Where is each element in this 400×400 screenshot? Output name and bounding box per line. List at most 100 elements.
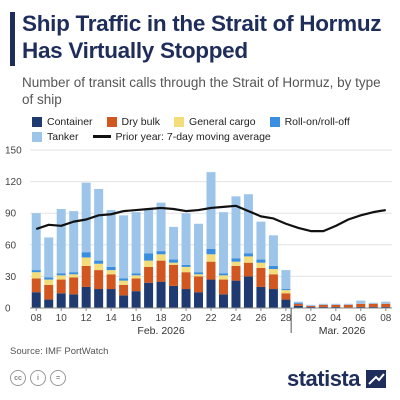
x-tick-label: 12: [81, 313, 93, 324]
x-tick-label: 24: [230, 313, 242, 324]
x-tick-label: 22: [205, 313, 217, 324]
bar-segment-dry-bulk: [169, 264, 179, 286]
legend-label-container: Container: [47, 115, 93, 128]
legend-item-container: Container: [32, 116, 93, 128]
legend-label-prior-year: Prior year: 7-day moving average: [115, 130, 271, 143]
bar-segment-dry-bulk: [268, 274, 278, 290]
creative-commons-icon[interactable]: cc: [10, 370, 26, 386]
bar-segment-container: [318, 306, 328, 308]
bar-segment-tanker: [268, 235, 278, 266]
bar-segment-container: [293, 305, 303, 308]
bar-segment-tanker: [356, 300, 366, 304]
bar-segment-roll-on-roll-off: [131, 273, 141, 276]
bar-segment-tanker: [306, 304, 316, 306]
legend-label-roro: Roll-on/roll-off: [284, 115, 350, 128]
y-tick-label: 0: [5, 304, 11, 315]
bar-segment-container: [243, 276, 253, 308]
statista-logo[interactable]: statista: [287, 366, 386, 392]
bar-segment-container: [81, 286, 91, 308]
bar-segment-general-cargo: [69, 274, 79, 278]
source-note: Source: IMF PortWatch: [10, 346, 109, 357]
bar-segment-container: [106, 289, 116, 308]
x-tick-label: 26: [255, 313, 267, 324]
bar-segment-tanker: [206, 172, 216, 250]
x-tick-label: 14: [106, 313, 118, 324]
legend-swatch-roro: [269, 116, 280, 127]
y-tick-label: 150: [5, 146, 22, 157]
bar-segment-container: [31, 292, 41, 308]
bar-segment-general-cargo: [106, 270, 116, 275]
bar-segment-roll-on-roll-off: [106, 266, 116, 271]
legend-item-general-cargo: General cargo: [174, 116, 256, 128]
bar-segment-tanker: [44, 237, 54, 278]
legend-item-prior-year: Prior year: 7-day moving average: [92, 130, 271, 143]
bar-segment-general-cargo: [181, 266, 191, 273]
bar-segment-general-cargo: [218, 275, 228, 280]
x-tick-label: 18: [156, 313, 168, 324]
legend: Container Dry bulk General cargo Roll-on…: [32, 114, 392, 144]
bar-segment-roll-on-roll-off: [44, 277, 54, 280]
bar-segment-roll-on-roll-off: [206, 249, 216, 255]
bar-segment-container: [181, 289, 191, 308]
x-tick-label: 16: [131, 313, 143, 324]
bar-segment-roll-on-roll-off: [218, 273, 228, 276]
x-tick-label: 06: [355, 313, 367, 324]
bar-segment-roll-on-roll-off: [56, 273, 66, 276]
bar-segment-container: [256, 286, 266, 308]
bar-segment-general-cargo: [231, 261, 241, 266]
bar-segment-dry-bulk: [144, 266, 154, 283]
bar-segment-tanker: [381, 301, 391, 304]
bar-segment-roll-on-roll-off: [281, 289, 291, 291]
bar-segment-tanker: [156, 202, 166, 252]
bar-segment-dry-bulk: [31, 278, 41, 293]
bar-segment-roll-on-roll-off: [69, 272, 79, 275]
statista-mark-icon: [366, 370, 386, 388]
bar-segment-dry-bulk: [56, 279, 66, 294]
bar-segment-container: [56, 293, 66, 308]
bar-segment-container: [331, 306, 341, 308]
bar-segment-tanker: [256, 221, 266, 260]
bar-segment-general-cargo: [268, 269, 278, 275]
bar-segment-tanker: [281, 270, 291, 290]
bar-segment-dry-bulk: [69, 277, 79, 295]
bar-segment-dry-bulk: [306, 305, 316, 307]
x-tick-label: 08: [380, 313, 392, 324]
bar-segment-dry-bulk: [106, 274, 116, 290]
bar-segment-dry-bulk: [256, 267, 266, 287]
bar-segment-general-cargo: [281, 290, 291, 294]
bar-segment-roll-on-roll-off: [243, 253, 253, 257]
y-tick-label: 90: [5, 209, 17, 220]
bar-segment-dry-bulk: [231, 265, 241, 281]
bar-segment-dry-bulk: [44, 284, 54, 300]
bar-segment-tanker: [119, 215, 129, 279]
bar-segment-container: [306, 306, 316, 308]
bar-segment-container: [44, 299, 54, 308]
bar-segment-container: [218, 294, 228, 308]
bar-segment-container: [169, 285, 179, 308]
bar-segment-container: [231, 280, 241, 308]
prior-year-line: [35, 204, 386, 233]
bar-segment-general-cargo: [256, 262, 266, 268]
bar-segment-tanker: [318, 303, 328, 305]
bar-segment-tanker: [81, 182, 91, 253]
bar-segment-dry-bulk: [119, 284, 129, 296]
bar-segment-general-cargo: [169, 262, 179, 265]
bar-segment-dry-bulk: [293, 303, 303, 306]
x-tick-label: 04: [330, 313, 342, 324]
bar-segment-dry-bulk: [318, 304, 328, 307]
bar-segment-container: [368, 306, 378, 308]
bar-segment-container: [94, 289, 104, 308]
chart-subtitle: Number of transit calls through the Stra…: [22, 75, 381, 107]
bar-segment-container: [69, 294, 79, 308]
bar-segment-container: [356, 306, 366, 308]
legend-item-dry-bulk: Dry bulk: [106, 116, 160, 128]
bar-segment-dry-bulk: [181, 272, 191, 290]
bar-segment-dry-bulk: [368, 303, 378, 307]
month-label-mar: Mar. 2026: [319, 325, 366, 337]
title-accent-bar: [10, 12, 15, 66]
attribution-icon[interactable]: i: [30, 370, 46, 386]
bar-segment-container: [119, 295, 129, 308]
bar-segment-container: [206, 279, 216, 308]
no-derivatives-icon[interactable]: =: [50, 370, 66, 386]
bar-segment-tanker: [144, 208, 154, 254]
